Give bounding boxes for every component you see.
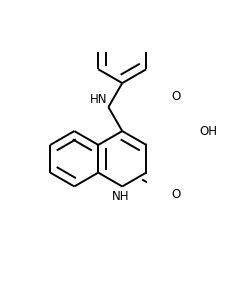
Text: HN: HN (89, 93, 106, 106)
Text: O: O (171, 188, 180, 201)
Text: O: O (170, 90, 179, 103)
Text: OH: OH (199, 125, 216, 137)
Text: NH: NH (112, 190, 129, 203)
